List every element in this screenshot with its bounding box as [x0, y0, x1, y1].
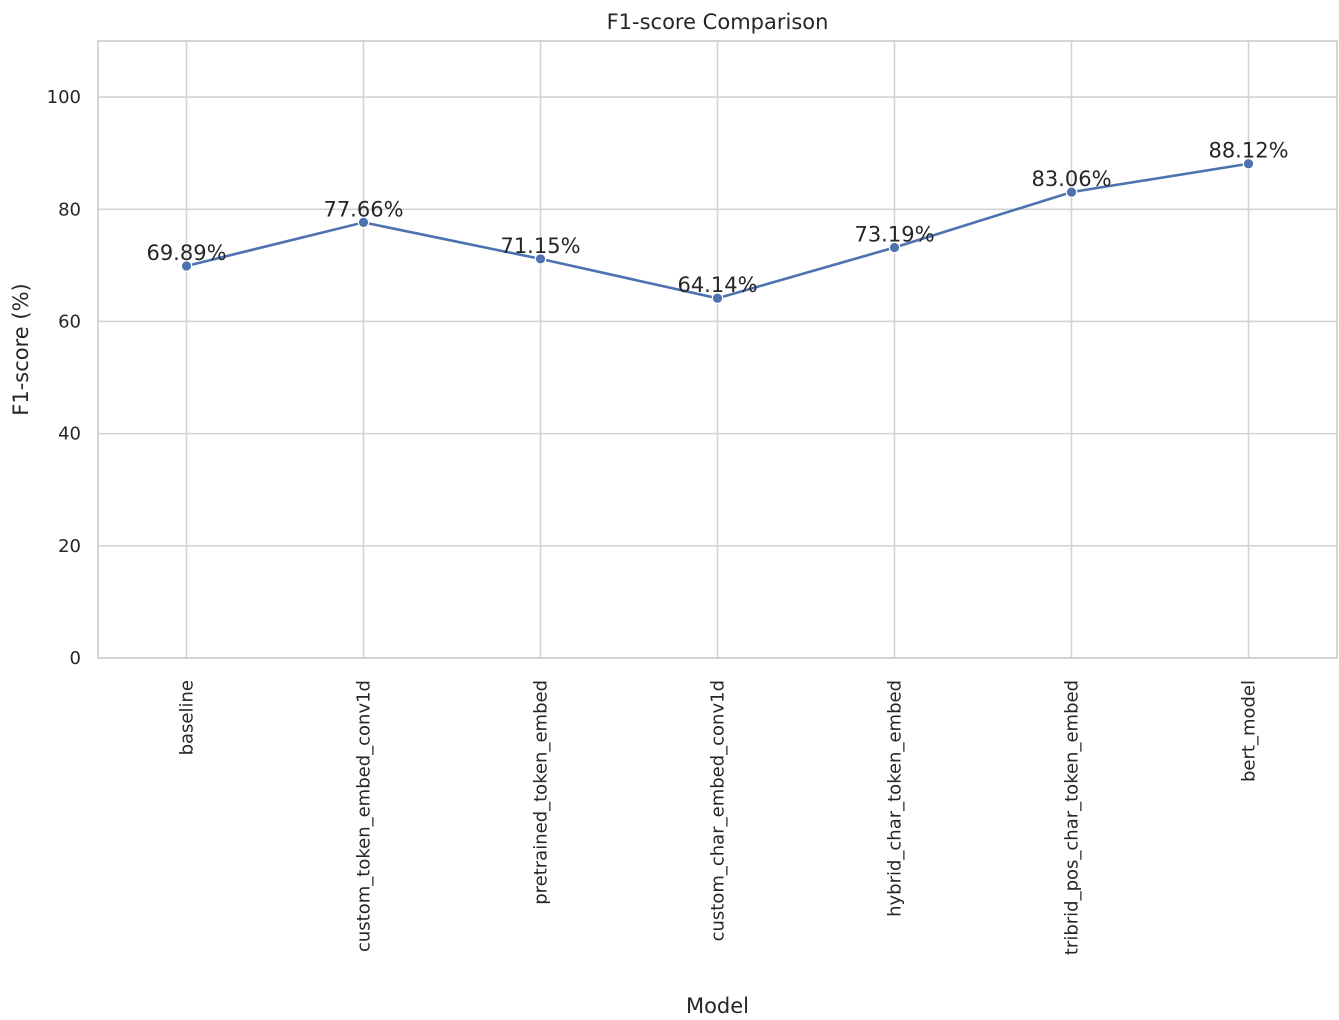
- data-point: [1242, 157, 1255, 170]
- x-tick-label: bert_model: [1239, 680, 1260, 782]
- x-axis-label: Model: [686, 994, 749, 1018]
- data-label: 71.15%: [500, 234, 580, 258]
- data-point: [534, 253, 547, 265]
- y-tick-label: 60: [58, 311, 81, 332]
- y-tick-label: 100: [47, 87, 81, 108]
- data-point: [180, 260, 193, 272]
- data-label: 64.14%: [677, 273, 757, 297]
- data-label: 88.12%: [1208, 139, 1288, 163]
- x-tick-label: custom_token_embed_conv1d: [354, 680, 375, 952]
- grid-lines: [98, 41, 1337, 659]
- x-tick-label: tribrid_pos_char_token_embed: [1062, 680, 1083, 955]
- y-tick-labels: 0 20 40 60 80 100: [47, 87, 81, 669]
- data-label: 83.06%: [1031, 167, 1111, 191]
- plot-area-frame: [97, 40, 1338, 659]
- data-point: [888, 241, 901, 254]
- y-tick-label: 40: [58, 424, 81, 445]
- x-tick-labels: baseline custom_token_embed_conv1d pretrai…: [177, 680, 1260, 955]
- x-tick-label: pretrained_token_embed: [531, 680, 552, 905]
- y-tick-label: 0: [70, 648, 81, 669]
- data-point: [711, 292, 724, 305]
- y-axis-label: F1-score (%): [9, 283, 33, 415]
- y-tick-label: 80: [58, 199, 81, 220]
- data-point: [357, 216, 370, 229]
- x-tick-label: hybrid_char_token_embed: [885, 680, 906, 917]
- x-tick-label: custom_char_embed_conv1d: [708, 680, 729, 941]
- y-tick-label: 20: [58, 536, 81, 557]
- x-tick-label: baseline: [177, 680, 198, 755]
- data-label: 73.19%: [854, 222, 934, 246]
- data-point: [1065, 186, 1078, 198]
- data-points: [180, 157, 1255, 305]
- data-label: 77.66%: [323, 197, 403, 221]
- chart-title: F1-score Comparison: [607, 10, 829, 34]
- data-label: 69.89%: [146, 241, 226, 265]
- data-labels: 69.89% 77.66% 71.15% 64.14% 73.19% 83.06% 88.1…: [146, 139, 1288, 298]
